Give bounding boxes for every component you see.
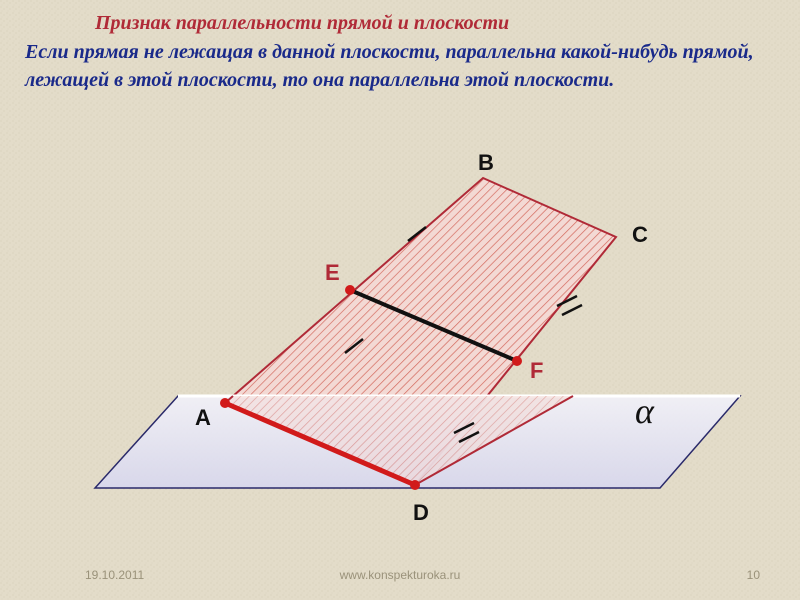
point-f (512, 356, 522, 366)
footer-page-number: 10 (747, 568, 760, 582)
label-f: F (530, 358, 543, 384)
label-a: А (195, 405, 211, 431)
slide-body-text: Если прямая не лежащая в данной плоскост… (25, 38, 765, 94)
label-c: С (632, 222, 648, 248)
point-a (220, 398, 230, 408)
label-alpha: α (635, 390, 654, 432)
footer-url: www.konspekturoka.ru (0, 568, 800, 582)
point-d (410, 480, 420, 490)
label-b: В (478, 150, 494, 176)
point-e (345, 285, 355, 295)
slide-title: Признак параллельности прямой и плоскост… (95, 12, 509, 35)
tick-fc-2 (562, 305, 582, 315)
label-d: D (413, 500, 429, 526)
label-e: Е (325, 260, 340, 286)
